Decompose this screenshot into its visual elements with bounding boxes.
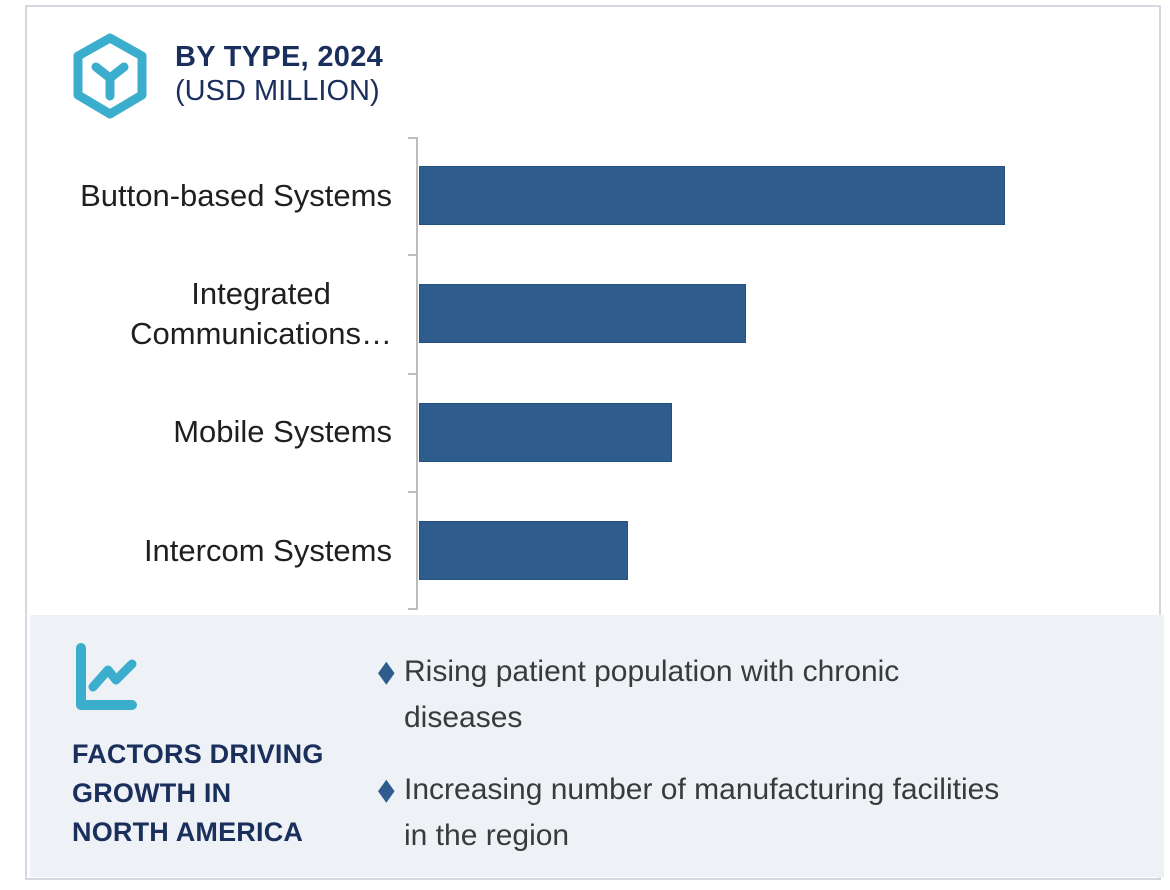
category-label: Button-based Systems xyxy=(80,177,392,213)
factors-heading-line: GROWTH IN xyxy=(72,778,232,808)
chart-row: Integrated Communications… xyxy=(30,255,1150,373)
chart-row: Intercom Systems xyxy=(30,492,1150,610)
axis-tick xyxy=(408,254,416,257)
value-bar xyxy=(419,402,673,462)
axis-tick xyxy=(408,608,416,610)
chart-row: Button-based Systems xyxy=(30,137,1150,255)
factors-heading-line: FACTORS DRIVING xyxy=(72,739,324,769)
bullet-list: ◆ Rising patient population with chronic… xyxy=(378,649,1148,885)
axis-tick xyxy=(408,372,416,375)
category-label: Intercom Systems xyxy=(143,532,392,568)
diamond-bullet-icon: ◆ xyxy=(378,773,395,806)
bullet-item: ◆ Increasing number of manufacturing fac… xyxy=(378,767,1148,859)
category-label: Integrated Communications… xyxy=(130,276,392,352)
line-chart-icon xyxy=(76,643,137,710)
category-label: Mobile Systems xyxy=(173,414,392,450)
diamond-bullet-icon: ◆ xyxy=(378,655,395,688)
chart-title: BY TYPE, 2024 xyxy=(175,41,384,73)
chart-subtitle: (USD MILLION) xyxy=(175,75,380,107)
factors-heading: FACTORS DRIVING GROWTH IN NORTH AMERICA xyxy=(72,735,324,852)
factors-panel: FACTORS DRIVING GROWTH IN NORTH AMERICA … xyxy=(30,615,1164,877)
category-axis-line xyxy=(416,137,418,610)
chart-row: Mobile Systems xyxy=(30,374,1150,492)
value-bar xyxy=(419,284,746,344)
axis-tick xyxy=(408,137,416,139)
value-bar xyxy=(419,166,1005,225)
hexagon-y-logo-icon xyxy=(73,33,147,119)
bullet-text: Increasing number of manufacturing facil… xyxy=(404,773,1000,852)
factors-heading-line: NORTH AMERICA xyxy=(72,817,304,847)
value-bar xyxy=(419,520,629,580)
bar-chart: Button-based Systems Integrated Communica… xyxy=(30,137,1150,610)
bullet-text: Rising patient population with chronic d… xyxy=(404,655,900,734)
axis-tick xyxy=(408,490,416,493)
chart-title-block: BY TYPE, 2024 (USD MILLION) xyxy=(175,40,383,108)
bullet-item: ◆ Rising patient population with chronic… xyxy=(378,649,1148,741)
